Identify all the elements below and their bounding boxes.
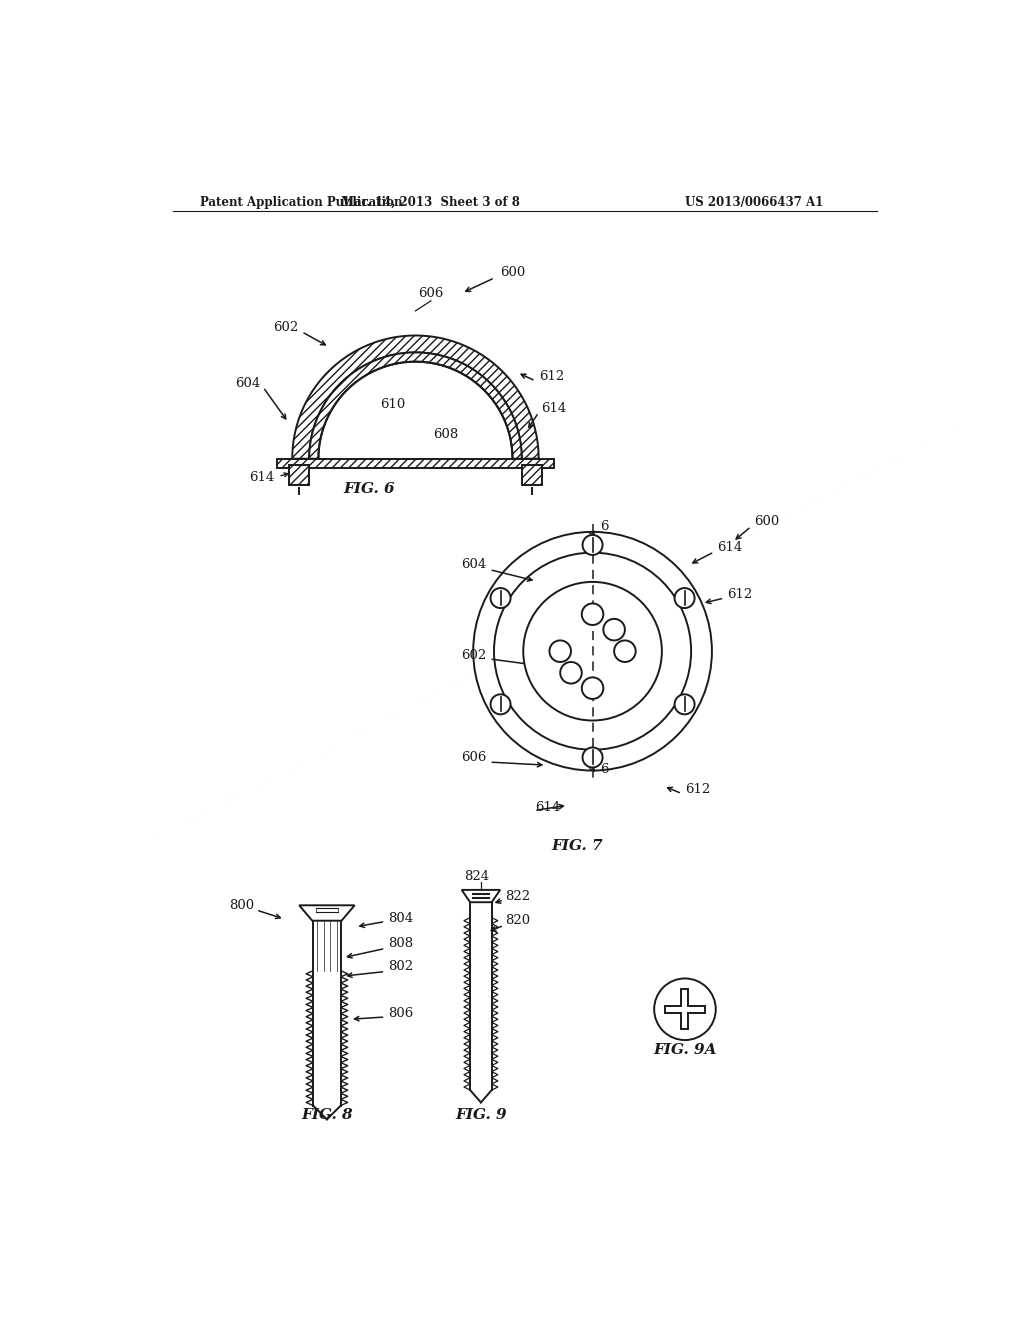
Text: 614: 614 <box>541 403 566 416</box>
Circle shape <box>614 640 636 663</box>
Text: 612: 612 <box>685 783 711 796</box>
Text: 614: 614 <box>717 541 742 554</box>
Text: 806: 806 <box>388 1007 414 1019</box>
Text: FIG. 9: FIG. 9 <box>455 1109 507 1122</box>
Text: FIG. 7: FIG. 7 <box>551 840 603 853</box>
Text: 600: 600 <box>755 515 779 528</box>
Bar <box>276 459 554 469</box>
Text: Mar. 14, 2013  Sheet 3 of 8: Mar. 14, 2013 Sheet 3 of 8 <box>341 195 520 209</box>
Circle shape <box>494 553 691 750</box>
Circle shape <box>490 694 511 714</box>
Text: 608: 608 <box>433 428 459 441</box>
Text: 602: 602 <box>461 648 486 661</box>
Circle shape <box>583 747 602 767</box>
Text: FIG. 9A: FIG. 9A <box>653 1043 717 1057</box>
Circle shape <box>473 532 712 771</box>
Text: 820: 820 <box>506 915 530 927</box>
Text: 614: 614 <box>535 801 560 814</box>
Text: 804: 804 <box>388 912 414 925</box>
Polygon shape <box>299 906 354 921</box>
Circle shape <box>550 640 571 663</box>
Text: 6: 6 <box>600 763 608 776</box>
Circle shape <box>583 535 602 554</box>
Text: 614: 614 <box>249 471 274 484</box>
Circle shape <box>603 619 625 640</box>
Circle shape <box>582 677 603 700</box>
Text: FIG. 8: FIG. 8 <box>301 1109 352 1122</box>
Polygon shape <box>292 335 539 459</box>
Text: 606: 606 <box>418 286 443 300</box>
Text: 808: 808 <box>388 937 414 950</box>
Polygon shape <box>309 352 521 459</box>
Circle shape <box>490 589 511 609</box>
Circle shape <box>582 603 603 626</box>
Bar <box>521 465 542 484</box>
Polygon shape <box>462 890 500 903</box>
Text: FIG. 6: FIG. 6 <box>343 482 395 496</box>
Text: 822: 822 <box>506 890 530 903</box>
Text: 604: 604 <box>234 376 260 389</box>
Text: 606: 606 <box>461 751 486 764</box>
Text: 600: 600 <box>500 265 525 279</box>
Text: Patent Application Publication: Patent Application Publication <box>200 195 402 209</box>
Circle shape <box>523 582 662 721</box>
Text: 612: 612 <box>727 587 753 601</box>
Bar <box>289 465 309 484</box>
Circle shape <box>560 663 582 684</box>
Text: 604: 604 <box>461 558 486 572</box>
Circle shape <box>675 694 694 714</box>
Text: 610: 610 <box>380 399 404 412</box>
Circle shape <box>675 589 694 609</box>
Bar <box>316 908 338 912</box>
Text: US 2013/0066437 A1: US 2013/0066437 A1 <box>685 195 823 209</box>
Text: 6: 6 <box>600 520 608 532</box>
Text: 800: 800 <box>228 899 254 912</box>
Text: 802: 802 <box>388 961 414 973</box>
Text: 602: 602 <box>273 321 298 334</box>
Circle shape <box>654 978 716 1040</box>
Polygon shape <box>665 989 705 1030</box>
Text: 612: 612 <box>539 370 564 383</box>
Text: 824: 824 <box>465 870 489 883</box>
